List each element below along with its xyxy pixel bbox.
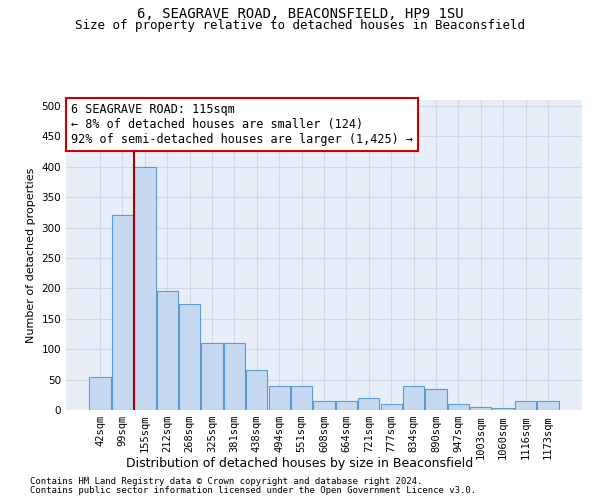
Bar <box>380 404 402 410</box>
Bar <box>291 386 312 410</box>
Text: 6, SEAGRAVE ROAD, BEACONSFIELD, HP9 1SU: 6, SEAGRAVE ROAD, BEACONSFIELD, HP9 1SU <box>137 8 463 22</box>
Text: 6 SEAGRAVE ROAD: 115sqm
← 8% of detached houses are smaller (124)
92% of semi-de: 6 SEAGRAVE ROAD: 115sqm ← 8% of detached… <box>71 103 413 146</box>
Bar <box>515 401 536 410</box>
Bar <box>224 343 245 410</box>
Bar <box>470 407 491 410</box>
Bar <box>269 386 290 410</box>
Bar <box>448 404 469 410</box>
Text: Contains public sector information licensed under the Open Government Licence v3: Contains public sector information licen… <box>30 486 476 495</box>
Bar <box>157 292 178 410</box>
Bar <box>493 408 514 410</box>
Bar <box>358 398 379 410</box>
Bar <box>246 370 268 410</box>
Bar <box>403 386 424 410</box>
Bar <box>336 401 357 410</box>
Bar <box>425 388 446 410</box>
Text: Distribution of detached houses by size in Beaconsfield: Distribution of detached houses by size … <box>127 458 473 470</box>
Bar <box>89 376 111 410</box>
Text: Contains HM Land Registry data © Crown copyright and database right 2024.: Contains HM Land Registry data © Crown c… <box>30 477 422 486</box>
Y-axis label: Number of detached properties: Number of detached properties <box>26 168 36 342</box>
Bar <box>112 216 133 410</box>
Bar <box>537 401 559 410</box>
Bar <box>179 304 200 410</box>
Bar <box>202 343 223 410</box>
Text: Size of property relative to detached houses in Beaconsfield: Size of property relative to detached ho… <box>75 18 525 32</box>
Bar <box>313 401 335 410</box>
Bar <box>134 167 155 410</box>
